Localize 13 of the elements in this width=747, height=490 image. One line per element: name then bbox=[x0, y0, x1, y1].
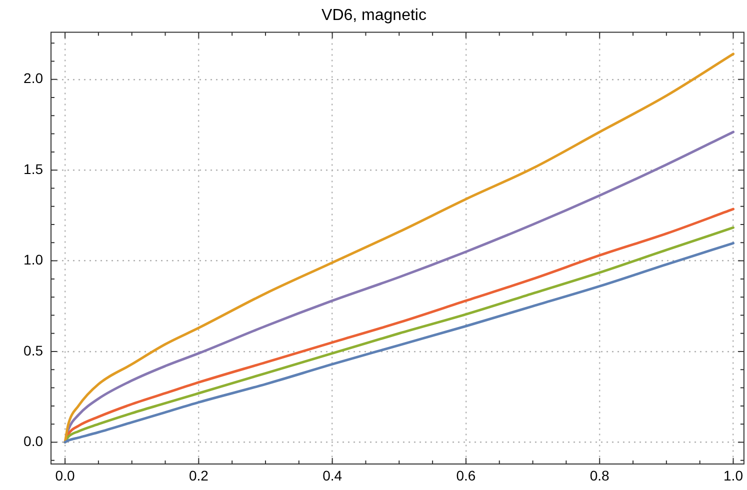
y-tick-label: 0.5 bbox=[24, 342, 44, 358]
y-tick-label: 1.5 bbox=[24, 160, 44, 177]
x-tick-label: 0.6 bbox=[456, 467, 476, 484]
x-tick-label: 1.0 bbox=[724, 467, 744, 484]
y-tick-label: 0.0 bbox=[24, 433, 44, 450]
y-tick-label: 2.0 bbox=[24, 70, 44, 86]
y-tick-label: 1.0 bbox=[24, 252, 44, 268]
chart-title: VD6, magnetic bbox=[322, 7, 426, 24]
x-tick-label: 0.2 bbox=[188, 467, 209, 484]
line-series bbox=[64, 52, 735, 444]
x-tick-label: 0.4 bbox=[322, 467, 342, 484]
x-tick-label: 0.8 bbox=[590, 467, 610, 484]
x-tick-label: 0.0 bbox=[55, 467, 75, 484]
